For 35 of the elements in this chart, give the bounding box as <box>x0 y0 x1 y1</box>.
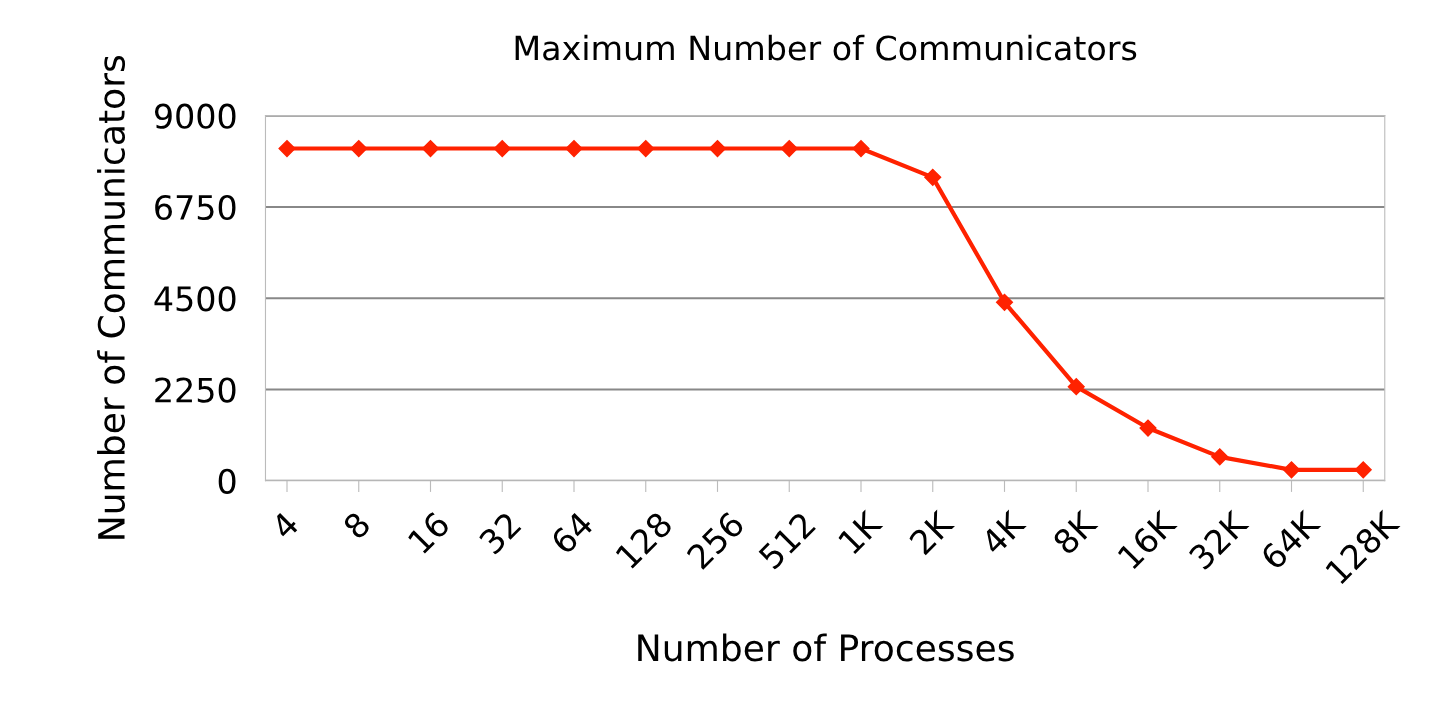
y-axis-title: Number of Communicators <box>97 55 126 539</box>
chart-title: Maximum Number of Communicators <box>515 34 1137 61</box>
x-tick-label: 8 <box>341 510 372 541</box>
x-tick-label: 4K <box>979 508 1027 556</box>
x-tick-label: 4 <box>269 510 300 541</box>
point <box>1067 378 1085 396</box>
x-tick-label: 64 <box>549 510 595 556</box>
y-tick-label: 6750 <box>155 194 236 221</box>
point <box>924 168 942 186</box>
point <box>637 139 655 158</box>
point <box>278 139 296 158</box>
point <box>1139 419 1157 437</box>
point <box>1282 461 1301 479</box>
point <box>565 139 583 158</box>
point <box>780 139 798 158</box>
y-tick-label: 2250 <box>155 377 236 403</box>
point <box>995 293 1014 311</box>
y-tick-label: 4500 <box>154 286 236 312</box>
x-tick-label: 128 <box>614 510 674 570</box>
point <box>708 139 727 158</box>
x-tick-label: 1K <box>837 508 884 555</box>
point <box>1211 448 1229 466</box>
x-axis-title: Number of Processes <box>638 633 1014 662</box>
point <box>421 139 440 158</box>
point <box>1354 461 1372 479</box>
x-tick-label: 512 <box>757 511 817 570</box>
point <box>493 139 511 158</box>
x-tick-label: 16 <box>407 510 451 555</box>
x-tick-label: 2K <box>908 508 955 556</box>
x-tick-label: 32 <box>478 511 522 556</box>
y-tick-label: 9000 <box>154 103 236 129</box>
point <box>852 139 870 158</box>
y-tick-label: 0 <box>218 468 236 494</box>
x-tick-label: 8K <box>1051 508 1099 556</box>
point <box>350 139 368 158</box>
